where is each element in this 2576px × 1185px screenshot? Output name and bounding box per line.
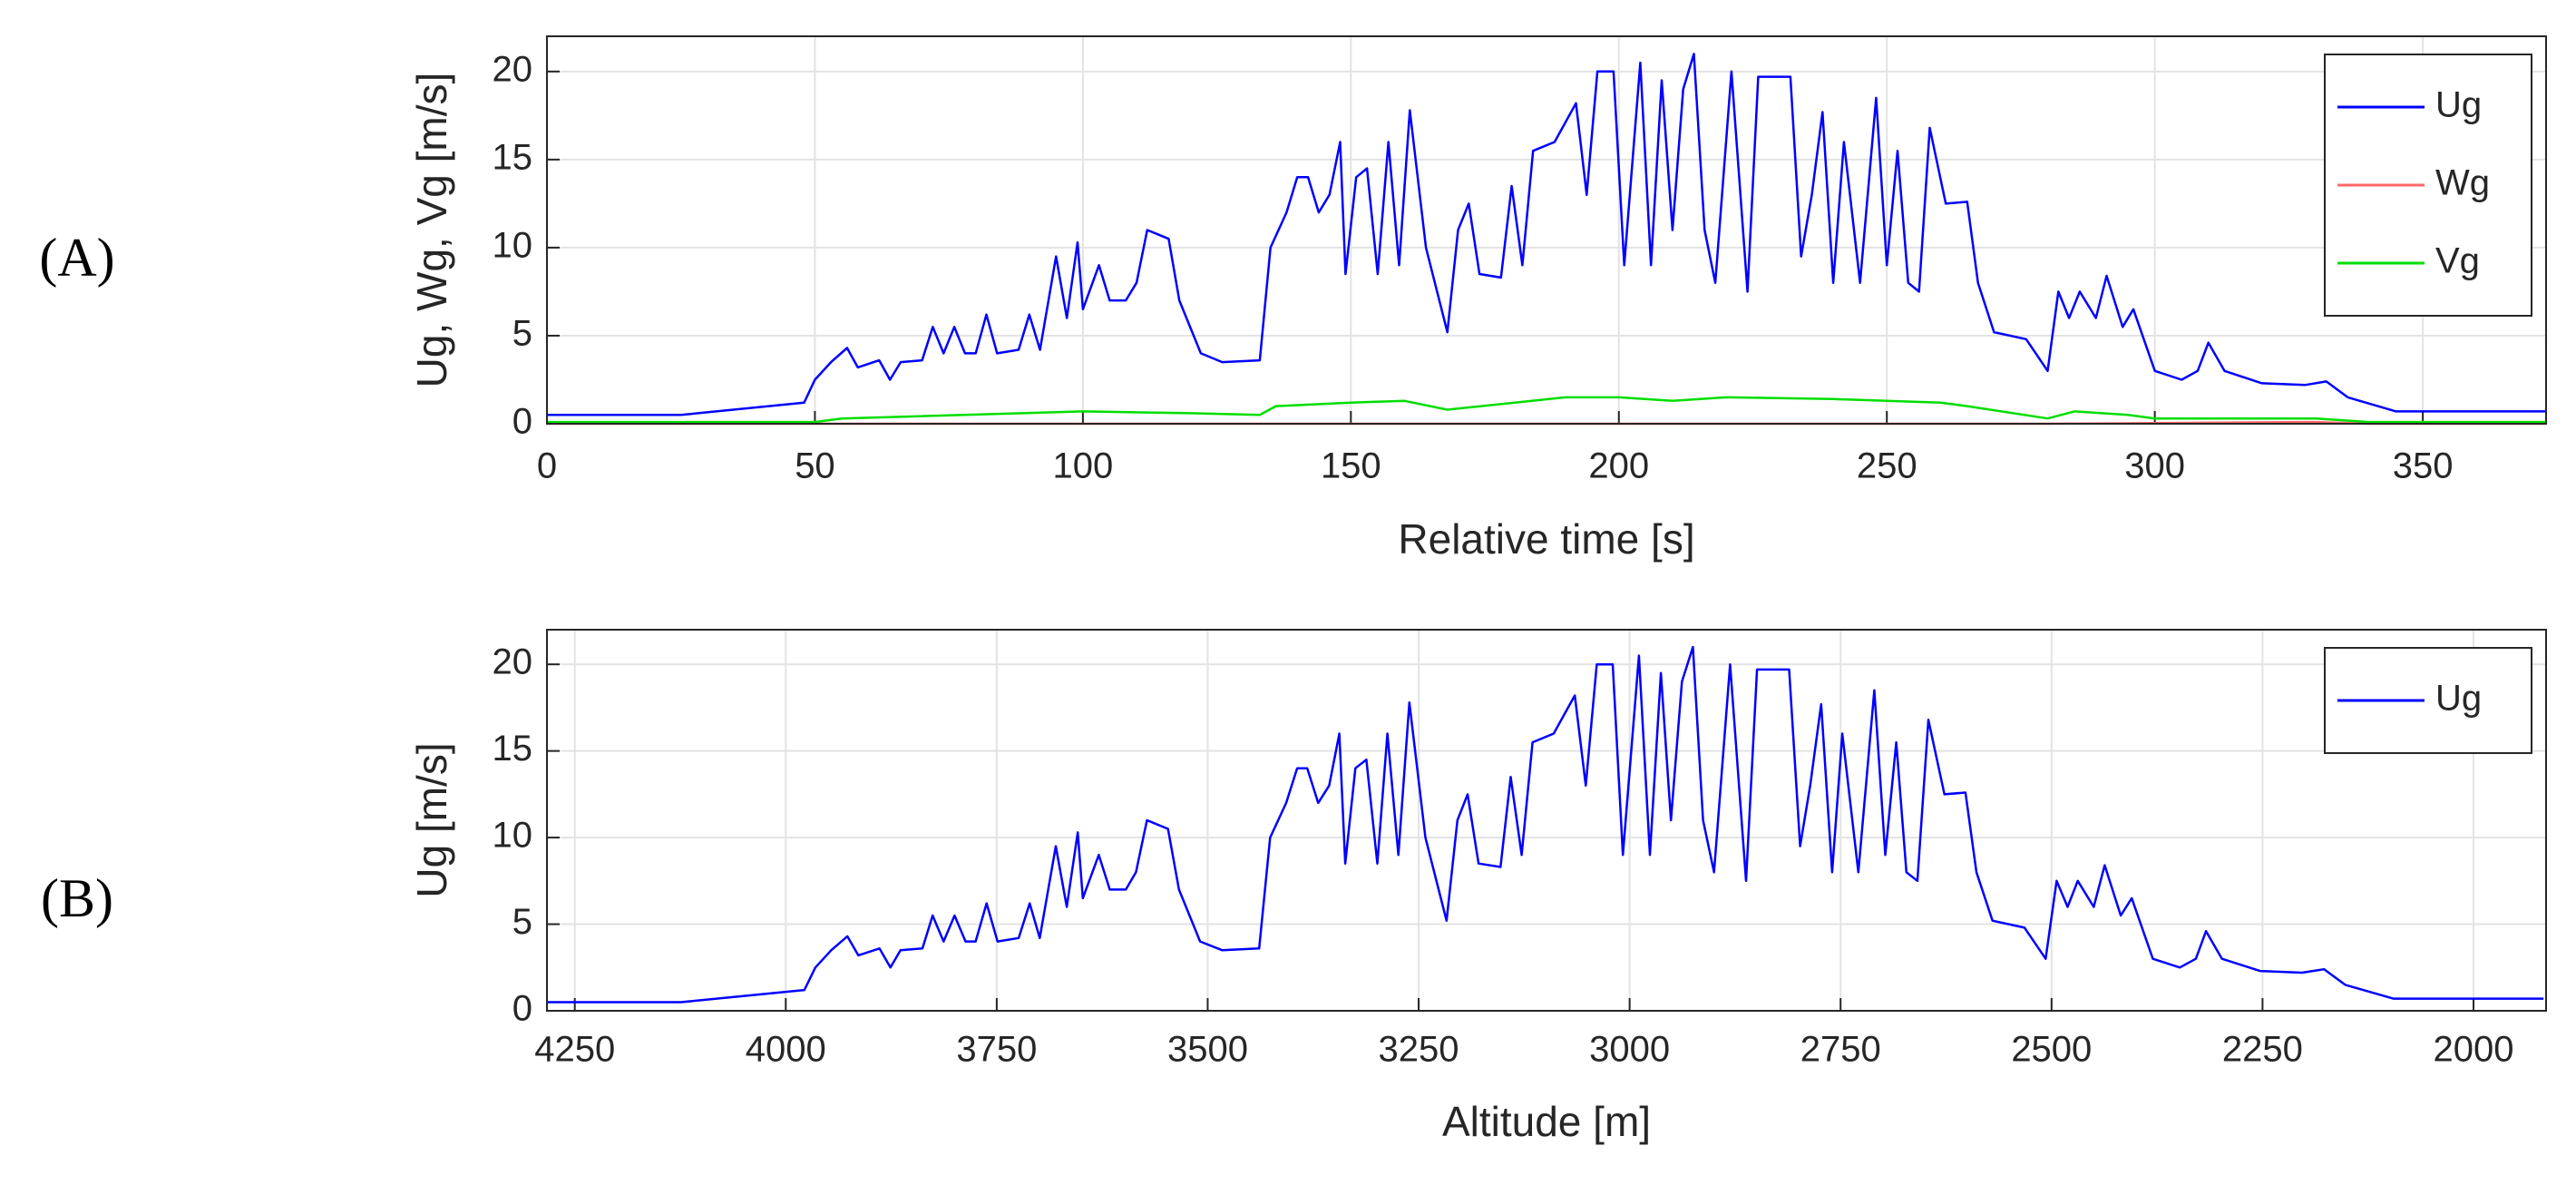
legend-label: Vg: [2435, 241, 2480, 281]
y-tick-label: 20: [493, 642, 533, 682]
x-tick-label: 250: [1857, 446, 1917, 486]
plot-area: [547, 630, 2546, 1011]
x-tick-label: 3500: [1167, 1030, 1248, 1070]
panel-label: (A): [39, 228, 114, 288]
plot-frame: [546, 629, 2547, 1012]
x-tick-label: 150: [1321, 446, 1381, 486]
y-tick-label: 5: [512, 902, 532, 942]
x-axis-title: Relative time [s]: [1398, 515, 1694, 563]
x-tick-label: 2750: [1800, 1030, 1881, 1070]
x-tick-label: 3250: [1379, 1030, 1459, 1070]
y-axis-title: Ug [m/s]: [408, 742, 455, 897]
x-tick-label: 350: [2393, 446, 2454, 486]
x-tick-label: 2500: [2011, 1030, 2092, 1070]
data-line: [547, 396, 2546, 424]
y-tick-label: 5: [512, 314, 532, 354]
y-axis-title: Ug, Wg, Vg [m/s]: [408, 73, 455, 388]
data-line: [547, 645, 2544, 1004]
x-tick-label: 4250: [534, 1030, 615, 1070]
x-tick-label: 2000: [2433, 1030, 2513, 1070]
x-axis-title: Altitude [m]: [1442, 1098, 1651, 1145]
plot-area: [547, 36, 2546, 424]
x-tick-label: 50: [795, 446, 835, 486]
y-tick-label: 15: [493, 729, 533, 769]
x-tick-label: 4000: [746, 1030, 826, 1070]
y-tick-label: 10: [493, 225, 533, 265]
legend-label: Wg: [2435, 163, 2490, 203]
panel-label: (B): [41, 868, 113, 928]
y-tick-label: 20: [493, 49, 533, 89]
y-tick-label: 0: [512, 989, 532, 1029]
x-tick-label: 100: [1053, 446, 1114, 486]
x-tick-label: 3000: [1589, 1030, 1670, 1070]
legend-label: Ug: [2435, 85, 2482, 125]
x-tick-label: 200: [1588, 446, 1649, 486]
data-line: [547, 53, 2546, 416]
y-tick-label: 15: [493, 137, 533, 177]
y-tick-label: 10: [493, 816, 533, 856]
x-tick-label: 2250: [2222, 1030, 2303, 1070]
legend-label: Ug: [2435, 679, 2482, 719]
x-tick-label: 3750: [956, 1030, 1037, 1070]
plot-frame: [546, 35, 2547, 425]
x-tick-label: 300: [2124, 446, 2185, 486]
x-tick-label: 0: [537, 446, 557, 486]
y-tick-label: 0: [512, 402, 532, 442]
